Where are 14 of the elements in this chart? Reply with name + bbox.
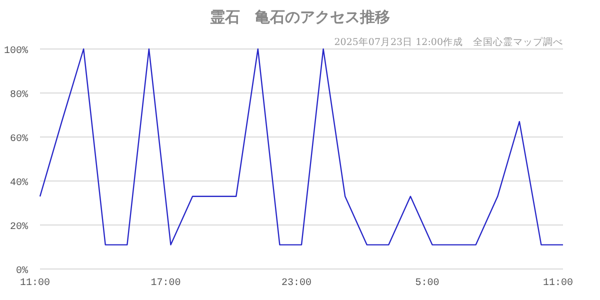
- chart-subtitle: 2025年07月23日 12:00作成 全国心霊マップ調べ: [334, 36, 563, 48]
- y-tick-label: 80%: [10, 90, 28, 101]
- x-tick-label: 23:00: [281, 278, 312, 289]
- x-tick-label: 5:00: [415, 278, 440, 289]
- x-tick-label: 17:00: [150, 278, 181, 289]
- x-tick-label: 11:00: [542, 278, 574, 289]
- y-tick-label: 60%: [10, 134, 28, 145]
- y-tick-label: 0%: [16, 266, 28, 277]
- y-tick-label: 100%: [4, 46, 28, 57]
- x-tick-label: 11:00: [20, 278, 50, 289]
- line-series: [39, 48, 564, 246]
- chart-title: 霊石 亀石のアクセス推移: [210, 8, 390, 26]
- y-tick-label: 40%: [10, 178, 28, 189]
- y-tick-label: 20%: [10, 222, 28, 233]
